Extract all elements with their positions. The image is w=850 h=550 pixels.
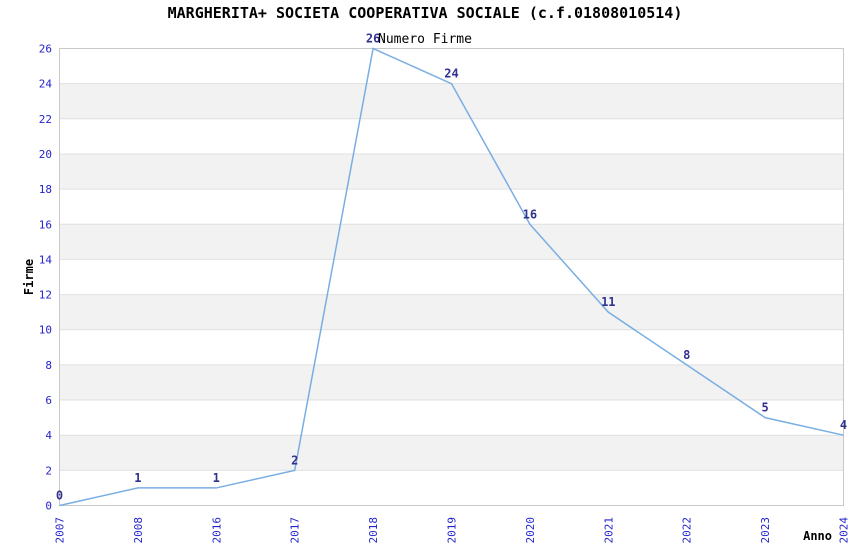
x-tick-label: 2022 <box>681 517 694 544</box>
plot-band <box>59 259 844 295</box>
plot-bands <box>59 48 844 506</box>
plot-band <box>59 329 844 365</box>
data-point-label: 1 <box>213 471 220 485</box>
y-tick-label: 2 <box>45 464 52 477</box>
y-tick-label: 0 <box>45 500 52 513</box>
y-tick-label: 16 <box>39 218 52 231</box>
x-tick-label: 2007 <box>54 517 67 544</box>
data-point-label: 0 <box>56 489 63 503</box>
plot-band <box>59 83 844 119</box>
x-tick-label: 2008 <box>132 517 145 544</box>
y-tick-label: 26 <box>39 43 52 56</box>
plot-band <box>59 400 844 436</box>
chart-title: MARGHERITA+ SOCIETA COOPERATIVA SOCIALE … <box>168 4 683 22</box>
data-point-label: 4 <box>840 418 847 432</box>
data-point-label: 24 <box>444 67 458 81</box>
data-point-label: 1 <box>134 471 141 485</box>
y-tick-label: 10 <box>39 324 52 337</box>
x-tick-label: 2024 <box>838 517 850 544</box>
plot-band <box>59 153 844 190</box>
plot-band <box>59 294 844 330</box>
plot-band <box>59 118 844 154</box>
x-tick-label: 2023 <box>759 517 772 544</box>
y-tick-label: 4 <box>45 429 52 442</box>
chart-subtitle: Numero Firme <box>378 32 472 47</box>
y-tick-label: 22 <box>39 113 52 126</box>
x-tick-label: 2019 <box>446 517 459 544</box>
x-tick-label: 2016 <box>210 517 223 544</box>
data-point-label: 2 <box>291 453 298 467</box>
plot-band <box>59 364 844 401</box>
data-point-label: 26 <box>366 32 380 46</box>
y-tick-label: 20 <box>39 148 52 161</box>
data-point-label: 8 <box>683 348 690 362</box>
plot-band <box>59 224 844 260</box>
y-tick-label: 6 <box>45 394 52 407</box>
y-tick-label: 18 <box>39 183 52 196</box>
y-axis-title: Firme <box>22 259 36 295</box>
data-point-label: 16 <box>523 207 537 221</box>
plot-band <box>59 189 844 225</box>
series-line <box>59 47 844 507</box>
data-point-label: 5 <box>761 401 768 415</box>
x-tick-label: 2021 <box>602 517 615 544</box>
y-tick-label: 24 <box>39 78 53 91</box>
x-tick-label: 2020 <box>524 517 537 544</box>
plot-band <box>59 48 844 84</box>
x-tick-label: 2017 <box>289 517 302 544</box>
y-tick-label: 12 <box>39 289 52 302</box>
x-axis-tick-labels: 2007 2008 2016 2017 2018 2019 2020 2021 2022 2023… <box>54 517 850 544</box>
x-tick-label: 2018 <box>367 517 380 544</box>
y-tick-label: 14 <box>39 253 53 266</box>
x-axis-title: Anno <box>803 529 832 543</box>
plot-band <box>59 435 844 471</box>
data-point-label: 11 <box>601 295 615 309</box>
y-tick-label: 8 <box>45 359 52 372</box>
plot-border <box>59 48 844 506</box>
